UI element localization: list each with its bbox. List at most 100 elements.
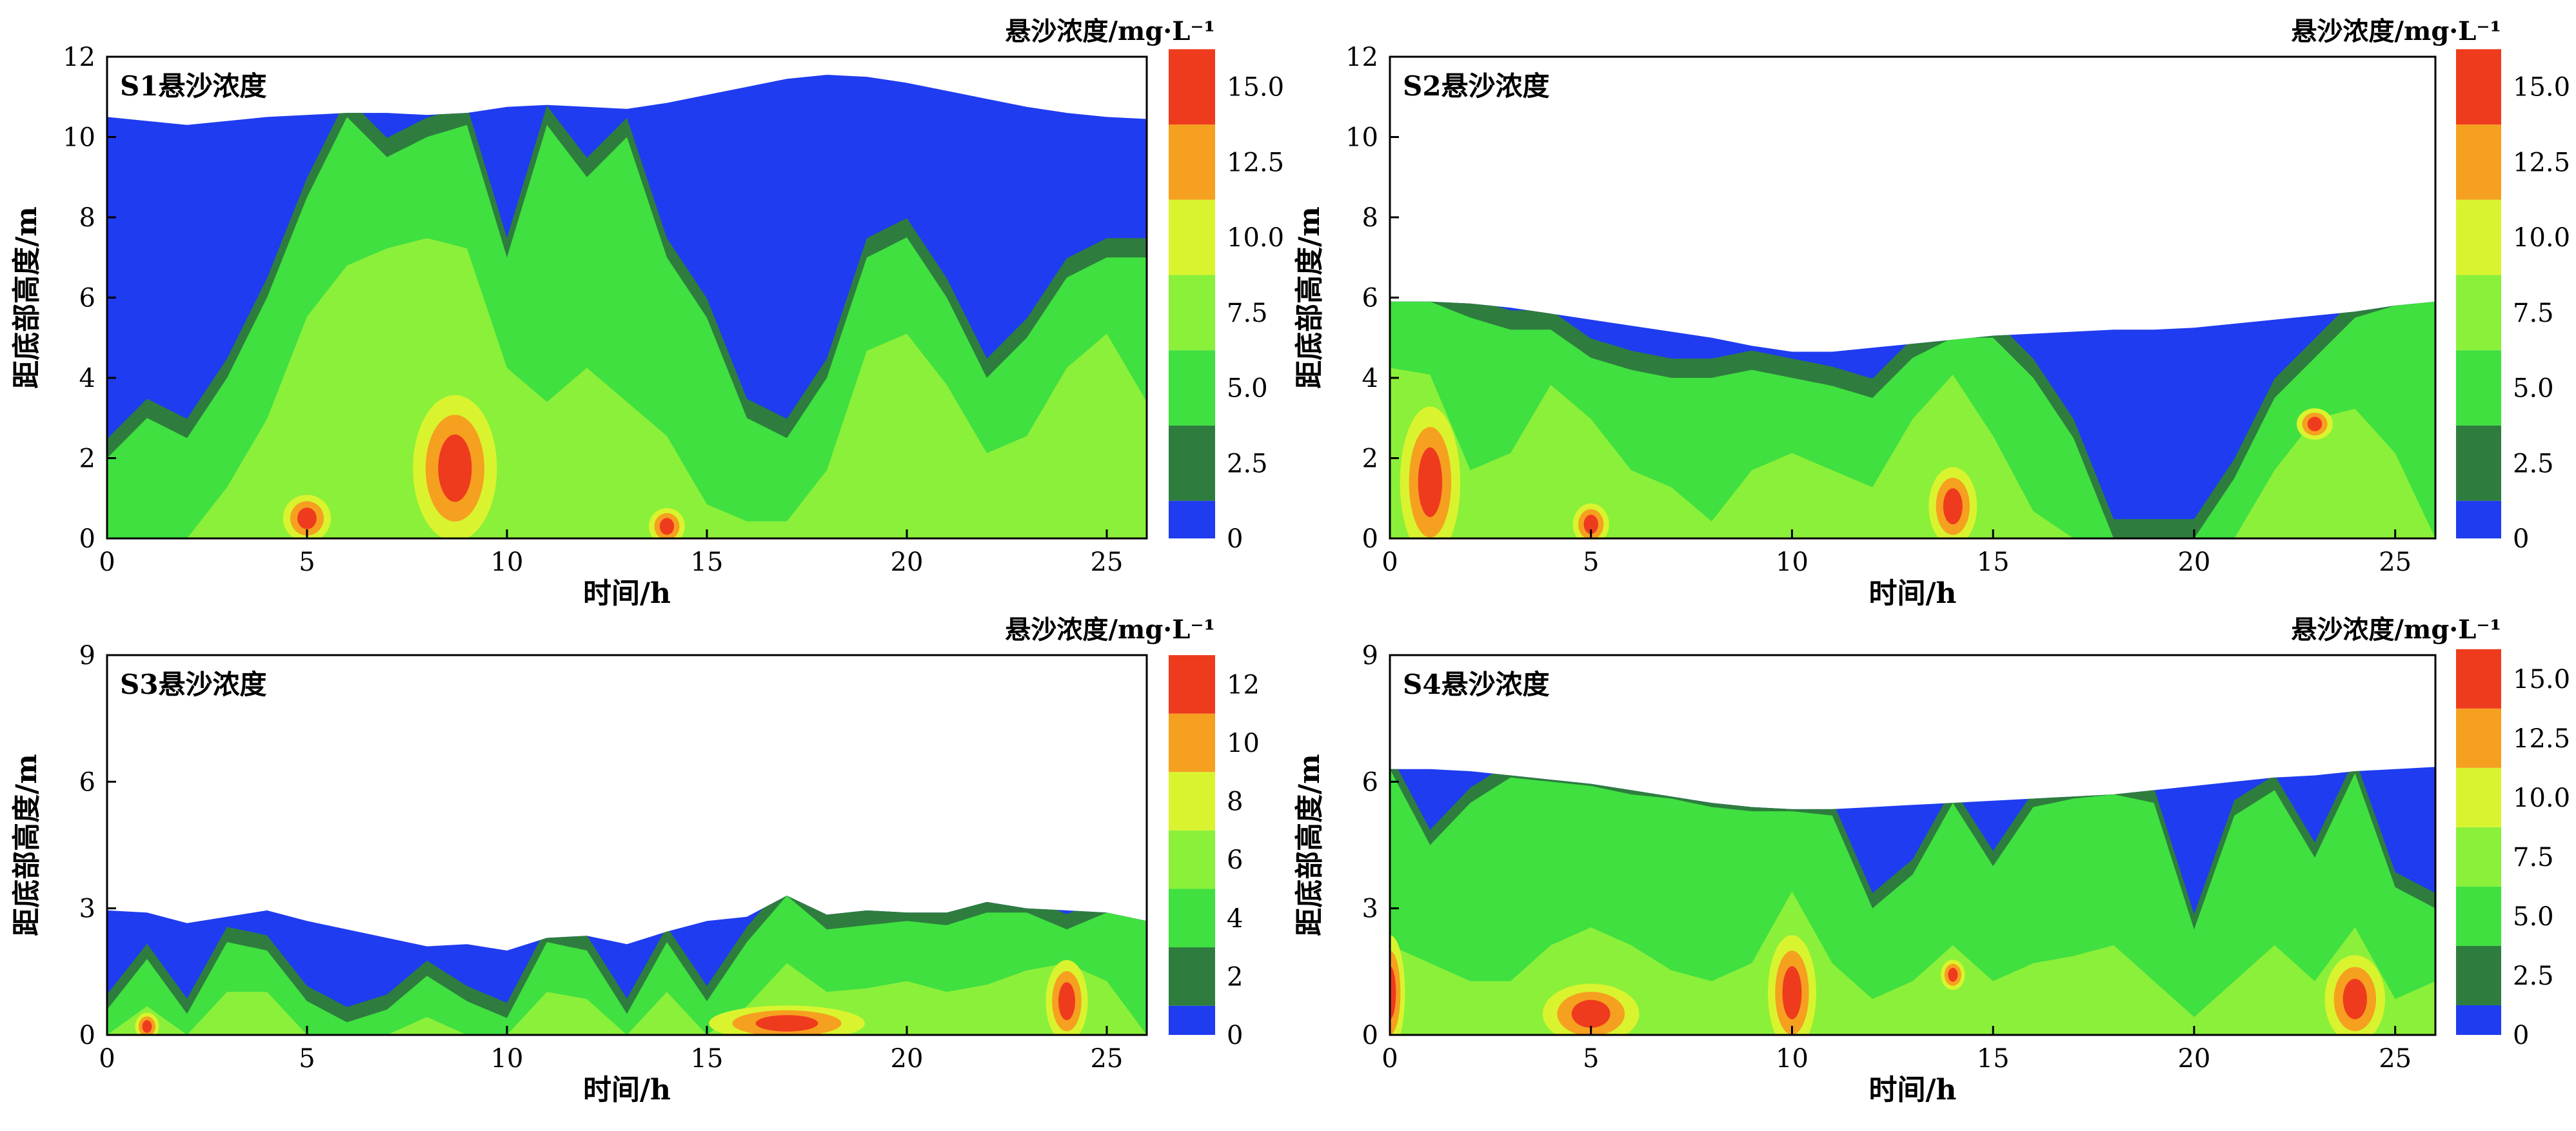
y-tick-label: 0 — [1362, 1021, 1378, 1050]
colorbar-segment — [2456, 425, 2501, 501]
x-tick-label: 0 — [1382, 547, 1398, 577]
y-tick-label: 6 — [79, 284, 95, 313]
colorbar-tick-label: 8 — [1227, 787, 1243, 817]
colorbar-title: 悬沙浓度/mg·L⁻¹ — [1005, 16, 1215, 46]
band-level-4 — [1390, 891, 2435, 1035]
colorbar: 悬沙浓度/mg·L⁻¹ 0 2 4 6 8 10 12 — [1005, 615, 1260, 1050]
x-tick-label: 0 — [99, 1044, 115, 1074]
x-tick-label: 25 — [1091, 547, 1124, 577]
x-tick-label: 15 — [691, 547, 724, 577]
colorbar-tick-label: 7.5 — [2513, 299, 2554, 328]
hotspot-core — [1583, 515, 1598, 535]
colorbar-title: 悬沙浓度/mg·L⁻¹ — [2291, 615, 2501, 645]
colorbar-segment — [2456, 1005, 2501, 1035]
x-tick-label: 5 — [299, 547, 315, 577]
y-tick-label: 0 — [79, 524, 95, 554]
hotspot-core — [1058, 982, 1076, 1021]
colorbar-segment — [2456, 886, 2501, 946]
colorbar-tick-label: 12.5 — [1227, 148, 1284, 177]
x-tick-label: 25 — [2379, 1044, 2412, 1074]
colorbar-tick-label: 6 — [1227, 845, 1243, 875]
colorbar-tick-label: 5.0 — [2513, 902, 2554, 932]
colorbar-segment — [1169, 199, 1215, 275]
colorbar-tick-label: 15.0 — [2513, 665, 2570, 694]
x-tick-label: 20 — [2177, 1044, 2210, 1074]
colorbar-tick-label: 10.0 — [1227, 223, 1284, 253]
colorbar-tick-label: 2 — [1227, 962, 1243, 992]
x-tick-label: 5 — [1583, 1044, 1599, 1074]
panel-title: S3悬沙浓度 — [120, 669, 267, 700]
y-axis-label: 距底部高度/m — [1293, 206, 1326, 389]
colorbar-segment — [1169, 1005, 1215, 1035]
y-tick-label: 0 — [1362, 524, 1378, 554]
colorbar-tick-label: 7.5 — [1227, 299, 1268, 328]
colorbar-segment — [1169, 830, 1215, 889]
x-tick-label: 20 — [2177, 547, 2210, 577]
x-axis-label: 时间/h — [1868, 577, 1956, 610]
colorbar-segment — [1169, 947, 1215, 1006]
panel-s3: 0 5 10 15 20 250369时间/h距底部高度/mS3悬沙浓度悬沙浓度/mg·L… — [10, 615, 1260, 1106]
y-tick-label: 6 — [1362, 767, 1378, 797]
x-tick-label: 10 — [1776, 1044, 1808, 1074]
y-tick-label: 3 — [79, 894, 95, 924]
colorbar-segment — [2456, 49, 2501, 125]
hotspot-core — [1943, 488, 1963, 525]
hotspot-core — [297, 507, 317, 529]
colorbar-tick-label: 0 — [2513, 524, 2529, 554]
colorbar-tick-label: 2.5 — [1227, 449, 1268, 478]
x-tick-label: 10 — [491, 1044, 524, 1074]
colorbar-segment — [1169, 49, 1215, 125]
concentration-field — [107, 75, 1147, 538]
x-tick-label: 5 — [299, 1044, 315, 1074]
colorbar-tick-label: 15.0 — [2513, 73, 2570, 103]
hotspot-core — [2307, 417, 2323, 431]
colorbar-tick-label: 2.5 — [2513, 961, 2554, 991]
colorbar-segment — [2456, 767, 2501, 827]
y-tick-label: 6 — [79, 767, 95, 797]
colorbar-segment — [1169, 124, 1215, 200]
hotspot-middle — [1390, 950, 1401, 1035]
colorbar-segment — [1169, 275, 1215, 351]
y-tick-label: 8 — [1362, 203, 1378, 233]
colorbar-tick-label: 0 — [2513, 1021, 2529, 1050]
y-tick-label: 9 — [1362, 641, 1378, 671]
colorbar-segment — [1169, 425, 1215, 501]
colorbar-segment — [2456, 275, 2501, 351]
colorbar-tick-label: 12.5 — [2513, 148, 2570, 177]
colorbar-segment — [2456, 649, 2501, 709]
colorbar: 悬沙浓度/mg·L⁻¹ 0 2.5 5.0 7.5 10.0 12.5 15.0 — [2291, 615, 2570, 1050]
y-tick-label: 4 — [1362, 364, 1378, 393]
panel-title: S4悬沙浓度 — [1403, 669, 1550, 700]
x-tick-label: 25 — [1091, 1044, 1124, 1074]
colorbar-segment — [2456, 350, 2501, 426]
panel-title: S2悬沙浓度 — [1403, 70, 1550, 102]
colorbar-segment — [2456, 827, 2501, 887]
colorbar-tick-label: 15.0 — [1227, 73, 1284, 103]
y-tick-label: 2 — [1362, 444, 1378, 474]
colorbar-segment — [1169, 889, 1215, 948]
colorbar-tick-label: 5.0 — [1227, 374, 1268, 404]
colorbar-tick-label: 7.5 — [2513, 843, 2554, 872]
colorbar-tick-label: 12.5 — [2513, 724, 2570, 754]
y-tick-label: 10 — [1345, 123, 1378, 153]
x-tick-label: 20 — [891, 1044, 924, 1074]
hotspot-core — [1418, 447, 1443, 518]
colorbar-tick-label: 10.0 — [2513, 783, 2570, 813]
band-level-4 — [107, 963, 1147, 1035]
y-tick-label: 2 — [79, 444, 95, 474]
plot-frame — [106, 654, 1148, 1036]
colorbar-segment — [2456, 199, 2501, 275]
hotspot-core — [1571, 999, 1610, 1028]
colorbar-segment — [1169, 655, 1215, 714]
x-tick-label: 5 — [1583, 547, 1599, 577]
hotspot-core — [1948, 967, 1958, 982]
hotspot-core — [438, 434, 472, 502]
y-axis-label: 距底部高度/m — [1293, 754, 1326, 936]
x-axis-label: 时间/h — [1868, 1074, 1956, 1106]
panel-title: S1悬沙浓度 — [120, 70, 267, 102]
colorbar-tick-label: 2.5 — [2513, 449, 2554, 478]
colorbar-tick-label: 12 — [1227, 670, 1260, 700]
colorbar-segment — [2456, 124, 2501, 200]
x-tick-label: 0 — [99, 547, 115, 577]
